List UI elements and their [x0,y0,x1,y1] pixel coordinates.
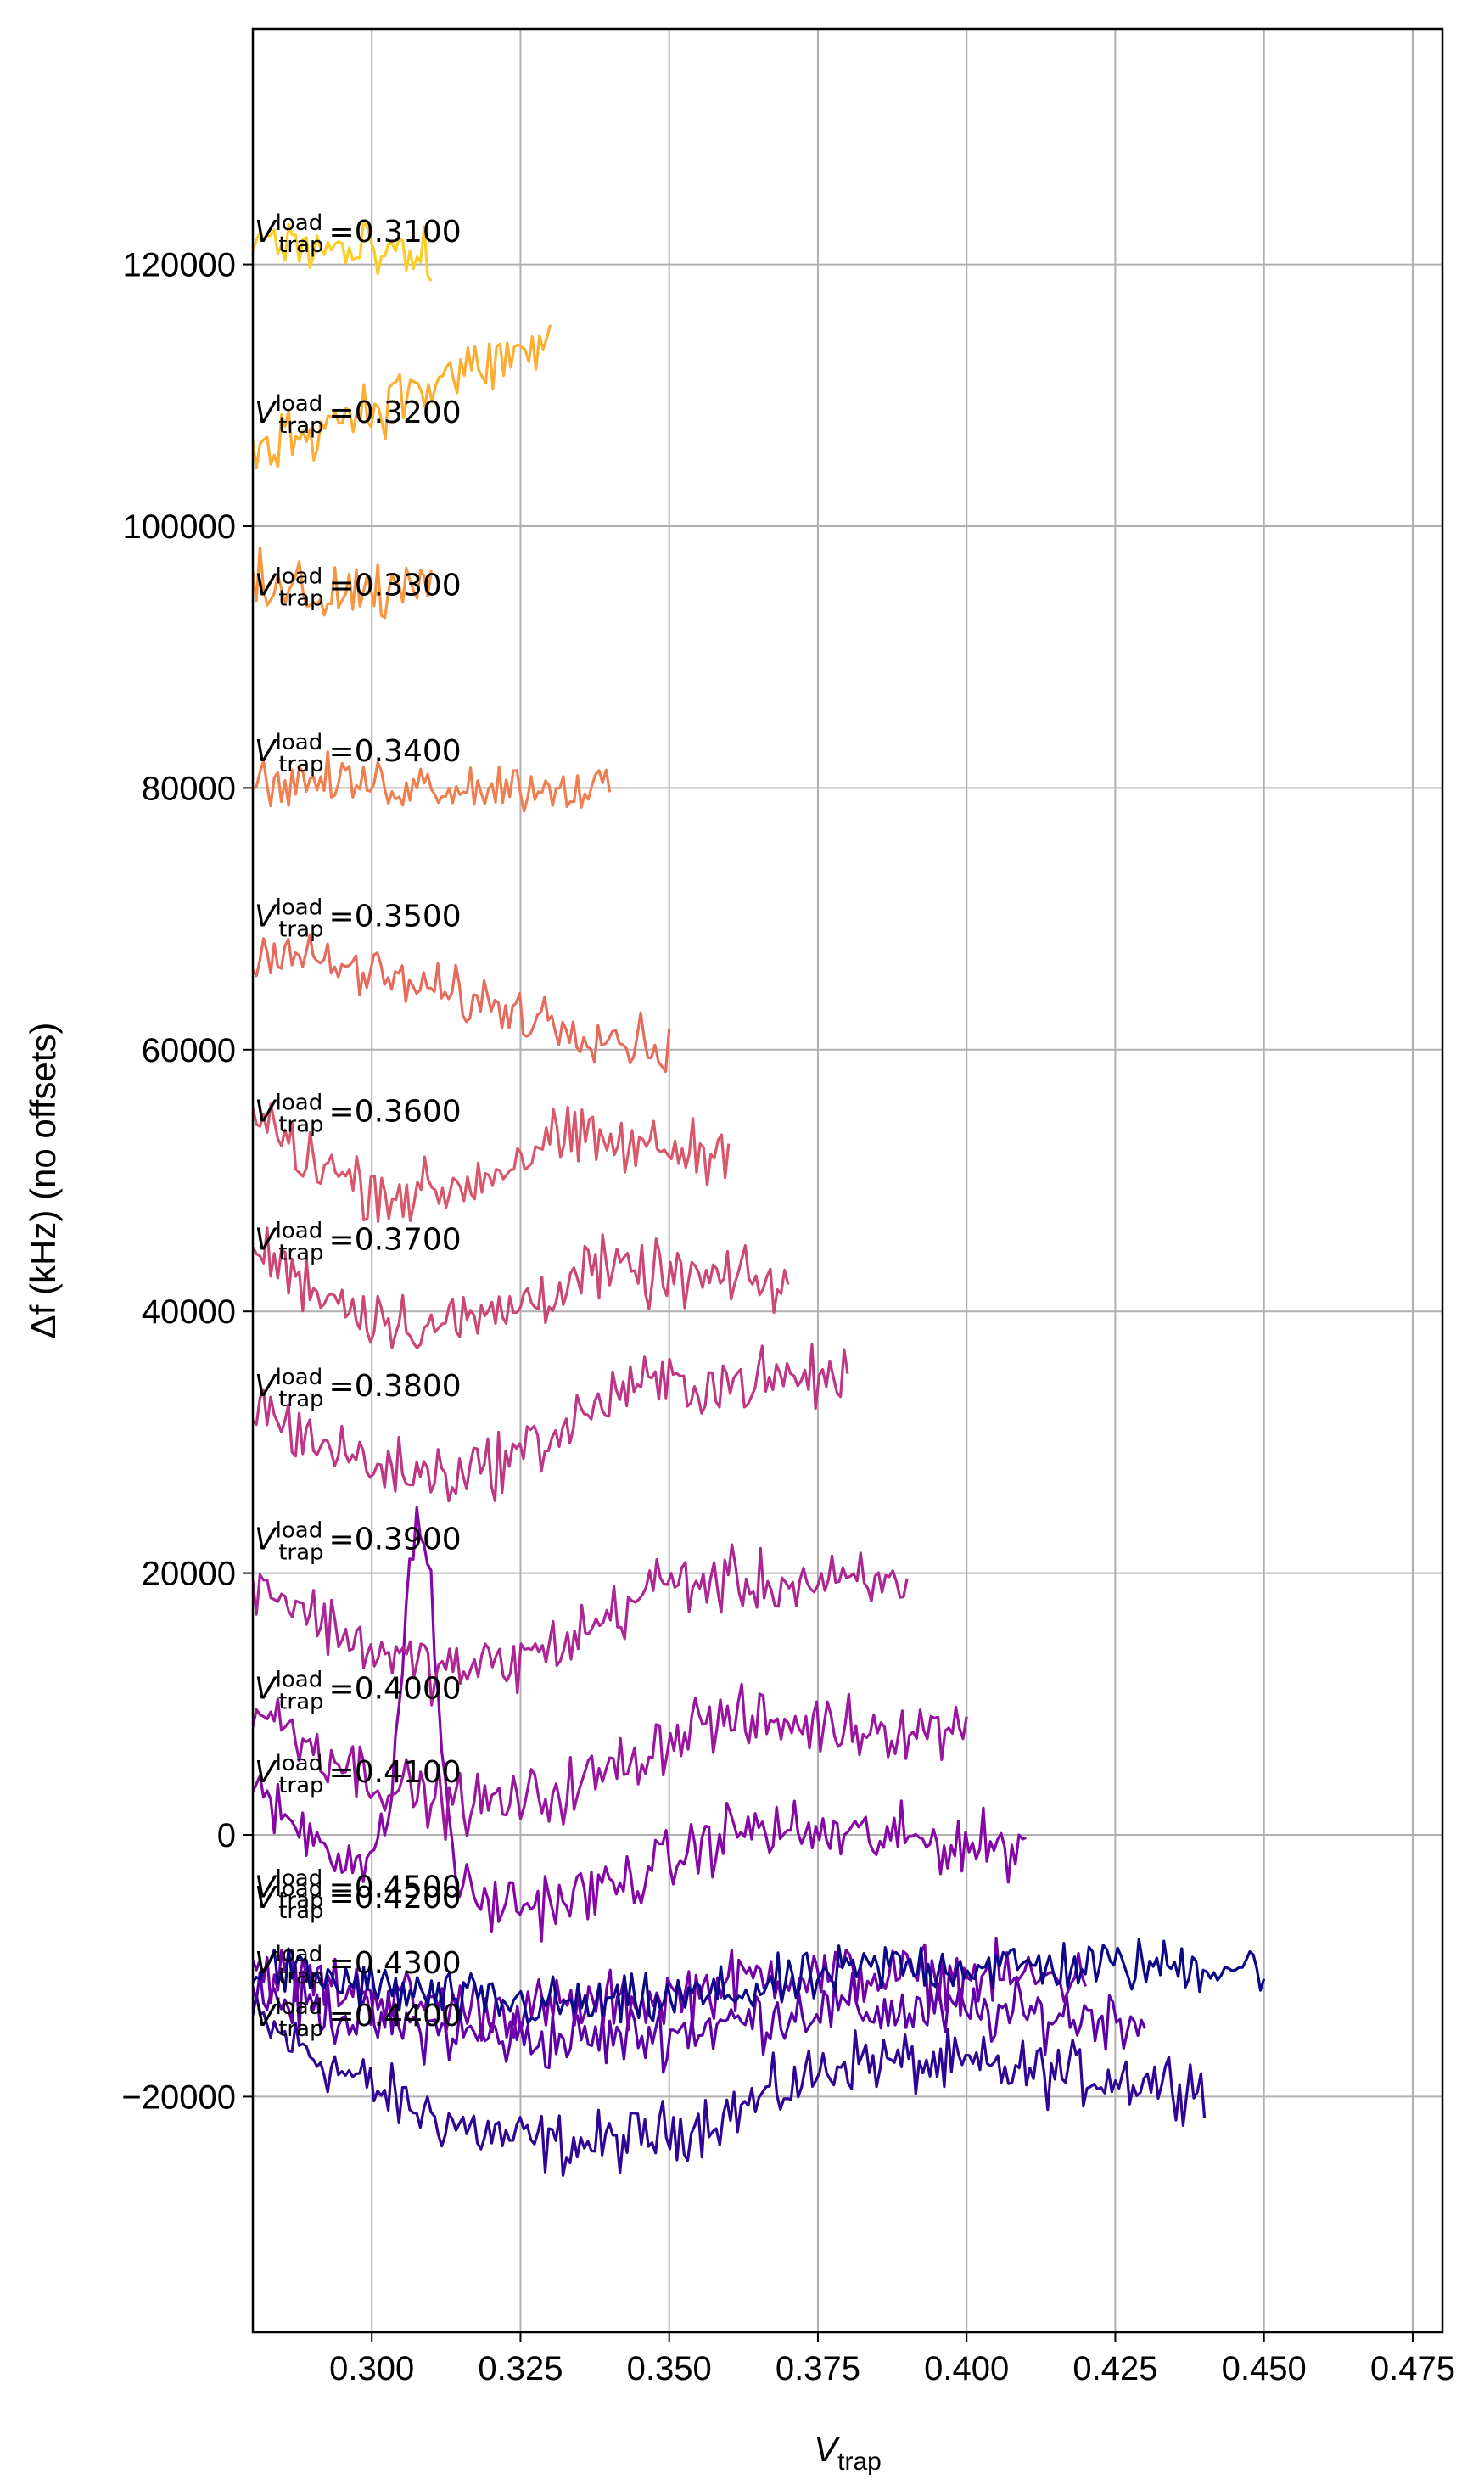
curve-label: Vload trap =0.4200 [255,1876,462,1924]
y-tick-label: 80000 [142,770,236,807]
series-line [253,1966,1146,2074]
curve-label: Vload trap =0.4000 [255,1667,462,1714]
curve-label: Vload trap =0.3200 [255,391,462,439]
series-line [253,1936,1087,2042]
curve-label: Vload trap =0.3700 [255,1218,462,1265]
series-line [253,1682,968,1842]
curve-label: Vload trap =0.3600 [255,1090,462,1137]
curve-label: Vload trap =0.3800 [255,1365,462,1412]
series-line [253,1226,790,1350]
curve-label: Vload trap =0.4500 [255,1866,462,1914]
series-lines [253,220,1266,2177]
y-tick-label: 20000 [142,1556,236,1593]
x-tick-label: 0.350 [627,2350,712,2387]
series-line [253,1343,849,1503]
y-tick-label: 100000 [123,508,236,546]
series-line [253,324,552,470]
series-line [253,1102,731,1224]
series-line [253,1993,1207,2177]
axis-ticks: 0.300 0.325 0.350 0.375 0.400 0.425 0.450 0.475… [121,247,1455,2387]
x-tick-label: 0.300 [329,2350,414,2387]
curve-labels: Vload trap =0.3100 Vload trap =0.3200 Vload tra… [255,210,462,2042]
curve-label: Vload trap =0.4400 [255,1994,462,2042]
series-line [253,934,671,1074]
grid-lines [253,29,1442,2332]
y-tick-label: 40000 [142,1293,236,1331]
series-line [253,750,612,813]
x-axis-title: Vtrap [814,2429,882,2476]
series-line [253,220,433,282]
plot-frame [251,27,1444,2334]
curve-label: Vload trap =0.3400 [255,730,462,777]
series-line [253,1506,1027,1943]
x-tick-label: 0.475 [1370,2350,1455,2387]
y-tick-label: 0 [217,1817,236,1854]
curve-label: Vload trap =0.4100 [255,1751,462,1798]
series-line [253,1543,909,1707]
curve-label: Vload trap =0.3900 [255,1518,462,1566]
y-tick-label: −20000 [121,2078,236,2116]
series-line [253,1938,1266,2025]
y-axis-title: Δf (kHz) (no offsets) [23,1023,63,1339]
curve-label: Vload trap =0.4300 [255,1942,462,1989]
y-tick-label: 60000 [142,1032,236,1069]
curve-label: Vload trap =0.3500 [255,895,462,943]
x-tick-label: 0.450 [1222,2350,1307,2387]
curve-label: Vload trap =0.3100 [255,210,462,258]
series-line [253,546,433,620]
y-tick-label: 120000 [123,247,236,284]
x-tick-label: 0.325 [478,2350,563,2387]
x-tick-label: 0.400 [924,2350,1009,2387]
x-tick-label: 0.425 [1072,2350,1157,2387]
x-tick-label: 0.375 [776,2350,860,2387]
curve-label: Vload trap =0.3300 [255,564,462,611]
